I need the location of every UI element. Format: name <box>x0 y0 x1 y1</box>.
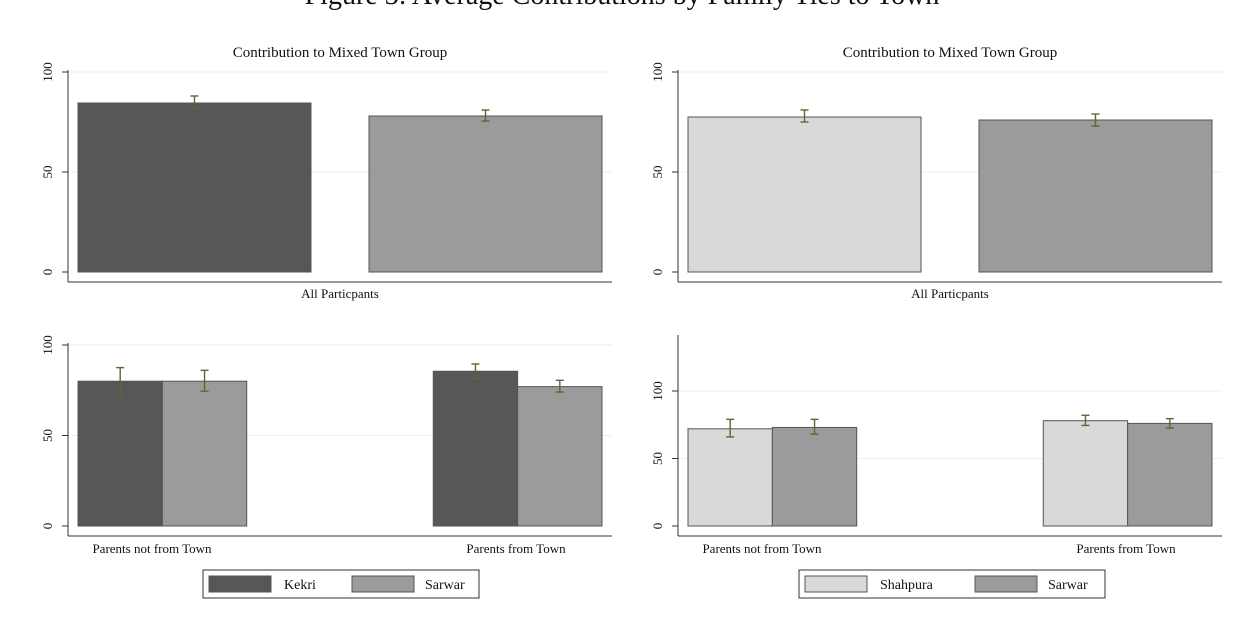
y-tick-label: 100 <box>650 381 665 401</box>
error-bar <box>481 109 490 122</box>
bar-sarwar-1 <box>161 380 248 527</box>
x-category-label: All Particpants <box>301 286 379 301</box>
legend-label-shahpura: Shahpura <box>880 578 934 593</box>
y-tick-label: 100 <box>40 62 55 82</box>
error-bar <box>471 363 480 380</box>
bar-sarwar-2 <box>517 386 603 527</box>
error-bar <box>190 95 199 109</box>
legend-1: Kekri Sarwar <box>202 569 480 599</box>
legend-swatch-sarwar <box>351 575 415 593</box>
y-tick-label: 0 <box>650 523 665 530</box>
chart-panel-1: 0 50 100 Contribution to Mixed Town Group Al… <box>40 45 612 301</box>
bar-shahpura-1 <box>687 116 922 273</box>
y-tick-label: 0 <box>650 269 665 276</box>
y-tick-label: 100 <box>650 62 665 82</box>
legend-swatch-sarwar <box>974 575 1038 593</box>
legend-swatch-shahpura <box>804 575 868 593</box>
x-category-label: Parents not from Town <box>92 541 212 556</box>
bar-kekri-1 <box>77 380 163 527</box>
error-bar <box>1091 113 1100 127</box>
y-tick-label: 0 <box>40 523 55 530</box>
y-tick-label: 50 <box>40 166 55 179</box>
y-tick-label: 50 <box>650 452 665 465</box>
chart-panel-3: 0 50 100 Parents not from Town Parents from … <box>40 335 612 556</box>
x-category-label: Parents not from Town <box>702 541 822 556</box>
bar-shahpura-1 <box>687 428 773 527</box>
legend-swatch-kekri <box>208 575 272 593</box>
error-bar <box>116 366 125 397</box>
y-tick-label: 0 <box>40 269 55 276</box>
bar-sarwar-2 <box>1127 422 1213 527</box>
error-bar <box>200 369 209 392</box>
y-tick-label: 50 <box>650 166 665 179</box>
x-category-label: Parents from Town <box>1076 541 1176 556</box>
x-category-label: All Particpants <box>911 286 989 301</box>
error-bar <box>800 109 809 123</box>
error-bar <box>555 379 564 393</box>
legend-2: Shahpura Sarwar <box>798 569 1106 599</box>
error-bar <box>810 418 819 435</box>
bar-kekri-2 <box>432 370 519 527</box>
chart-panel-4: 0 50 100 Parents not from Town Parents from … <box>650 335 1222 556</box>
bar-shahpura-2 <box>1042 420 1129 527</box>
figure-title: Figure 3: Average Contributions by Famil… <box>0 0 1244 12</box>
y-tick-label: 100 <box>40 335 55 355</box>
bar-sarwar-1 <box>368 115 603 273</box>
bar-sarwar-1 <box>771 426 858 527</box>
chart-title: Contribution to Mixed Town Group <box>843 45 1058 61</box>
legend-label-sarwar: Sarwar <box>1048 578 1088 593</box>
error-bar <box>726 418 735 438</box>
legend-label-sarwar: Sarwar <box>425 578 465 593</box>
bar-sarwar-1 <box>978 119 1213 273</box>
legend-label-kekri: Kekri <box>284 578 316 593</box>
chart-panel-2: 0 50 100 Contribution to Mixed Town Group Al… <box>650 45 1222 301</box>
chart-title: Contribution to Mixed Town Group <box>233 45 448 61</box>
error-bar <box>1081 414 1090 427</box>
bar-kekri-1 <box>77 102 312 273</box>
y-tick-label: 50 <box>40 429 55 442</box>
error-bar <box>1165 417 1174 429</box>
x-category-label: Parents from Town <box>466 541 566 556</box>
